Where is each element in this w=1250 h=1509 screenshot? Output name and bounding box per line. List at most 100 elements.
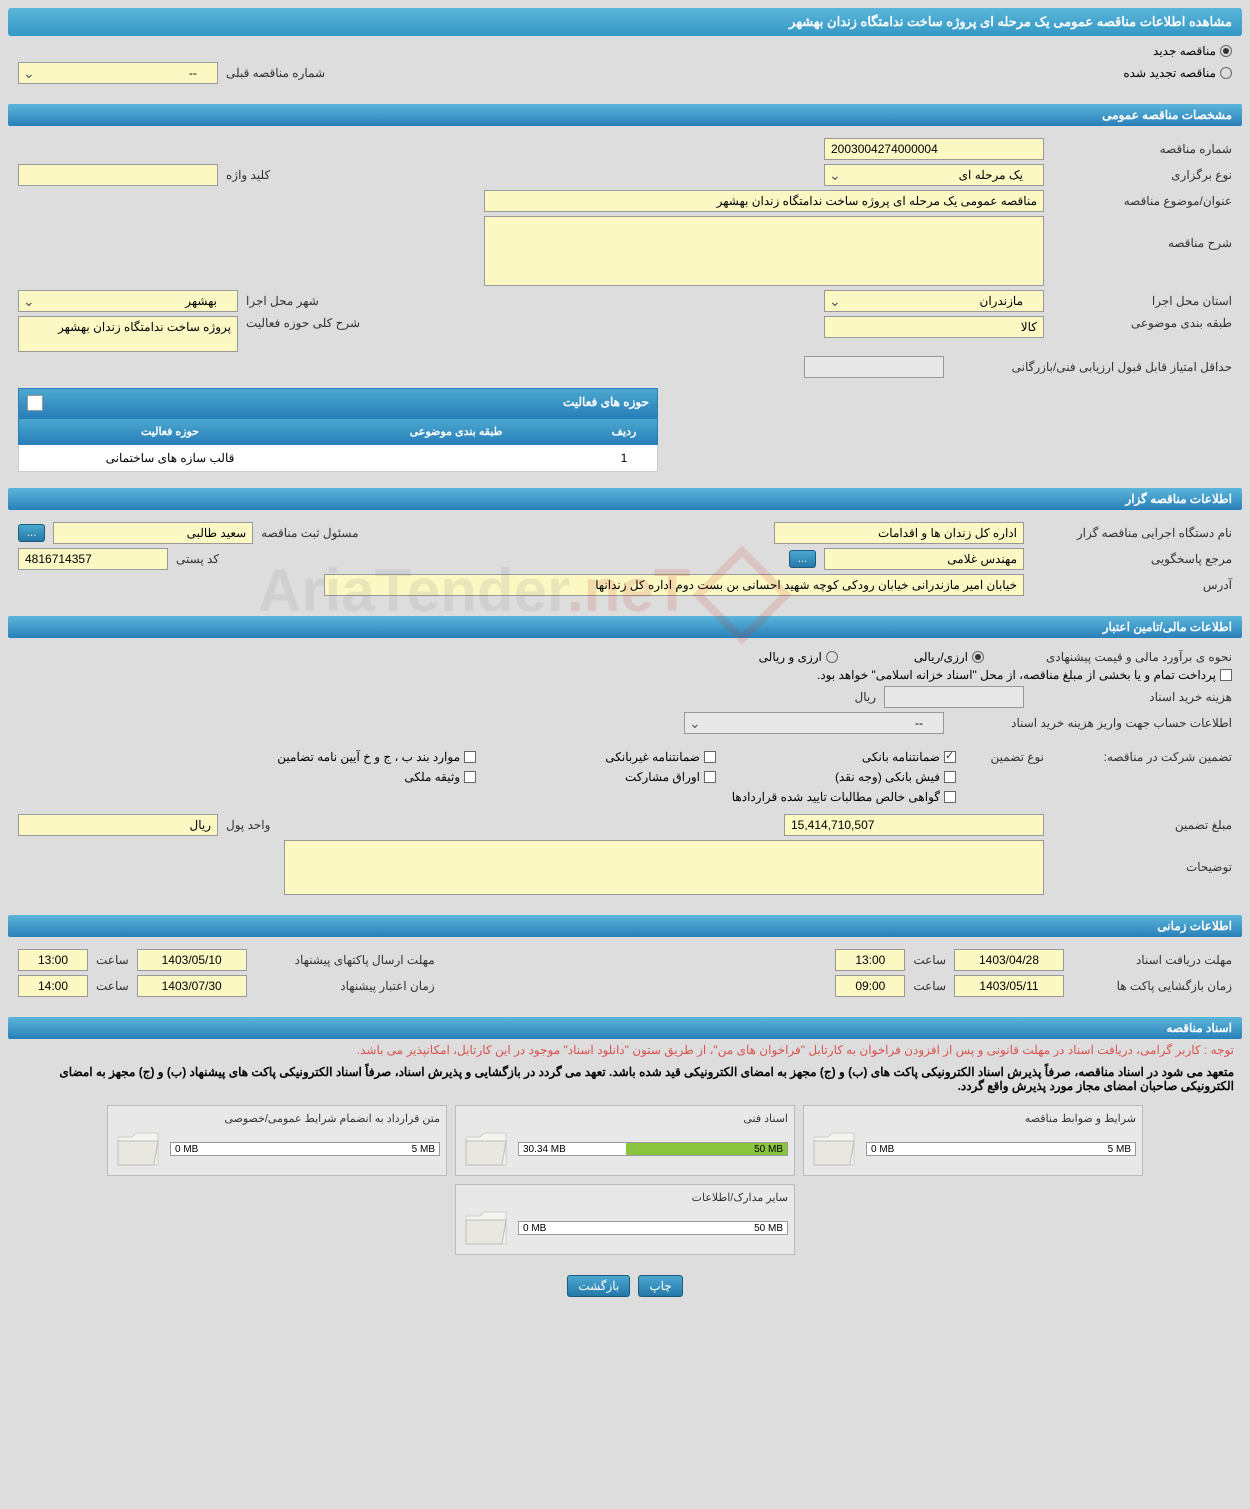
type-label: نوع برگزاری	[1052, 168, 1232, 182]
time-label-1: ساعت	[913, 953, 946, 967]
chk-bank-guarantee[interactable]: ضمانتنامه بانکی	[756, 750, 956, 764]
keyword-field[interactable]	[18, 164, 218, 186]
progress-bar: 0 MB50 MB	[518, 1221, 788, 1235]
postal-field[interactable]: 4816714357	[18, 548, 168, 570]
province-label: استان محل اجرا	[1052, 294, 1232, 308]
validity-date[interactable]: 1403/07/30	[137, 975, 247, 997]
row-category	[313, 451, 599, 465]
chk-bonds[interactable]: اوراق مشارکت	[516, 770, 716, 784]
exec-field[interactable]: اداره کل زندان ها و اقدامات	[774, 522, 1024, 544]
col-row: ردیف	[599, 425, 649, 438]
province-select[interactable]: مازندران	[824, 290, 1044, 312]
progress-used: 0 MB	[523, 1223, 546, 1234]
radio-new-tender[interactable]: مناقصه جدید	[1153, 44, 1232, 58]
chk-bylaw[interactable]: موارد بند ب ، ج و خ آیین نامه تضامین	[277, 750, 476, 764]
progress-bar: 0 MB 5 MB	[170, 1142, 440, 1156]
submit-deadline-time[interactable]: 13:00	[18, 949, 88, 971]
submit-deadline-label: مهلت ارسال پاکتهای پیشنهاد	[255, 953, 435, 967]
progress-bar: 0 MB5 MB	[866, 1142, 1136, 1156]
reg-person-more-button[interactable]: ...	[18, 524, 45, 542]
description-label: شرح مناقصه	[1052, 216, 1232, 250]
min-score-field[interactable]	[804, 356, 944, 378]
currency-unit-field[interactable]: ریال	[18, 814, 218, 836]
checkbox-icon	[704, 771, 716, 783]
radio-foreign[interactable]: ارزی و ریالی	[759, 650, 838, 664]
submit-deadline-date[interactable]: 1403/05/10	[137, 949, 247, 971]
progress-bar: 30.34 MB50 MB	[518, 1142, 788, 1156]
opening-time[interactable]: 09:00	[835, 975, 905, 997]
checkbox-icon	[1220, 669, 1232, 681]
receive-deadline-date[interactable]: 1403/04/28	[954, 949, 1064, 971]
radio-renewed-label: مناقصه تجدید شده	[1123, 66, 1216, 80]
activity-desc-field[interactable]: پروژه ساخت ندامتگاه زندان بهشهر	[18, 316, 238, 352]
doc-title: متن قرارداد به انضمام شرایط عمومی/خصوصی	[114, 1112, 440, 1125]
radio-circle-icon	[826, 651, 838, 663]
checkbox-icon	[464, 771, 476, 783]
row-activity: قالب سازه های ساختمانی	[27, 451, 313, 465]
notice-red: توجه : کاربر گرامی، دریافت اسناد در مهلت…	[8, 1039, 1242, 1061]
checkbox-icon	[944, 771, 956, 783]
opening-label: زمان بازگشایی پاکت ها	[1072, 979, 1232, 993]
doc-cost-unit: ریال	[854, 690, 876, 704]
responder-field[interactable]: مهندس غلامی	[824, 548, 1024, 570]
back-button[interactable]: بازگشت	[567, 1275, 630, 1297]
checkbox-icon	[464, 751, 476, 763]
progress-used: 0 MB	[871, 1144, 894, 1155]
chk-nonbank-guarantee[interactable]: ضمانتنامه غیربانکی	[516, 750, 716, 764]
chk-contract-cert[interactable]: گواهی خالص مطالبات تایید شده قراردادها	[732, 790, 956, 804]
doc-box[interactable]: شرایط و ضوابط مناقصه 0 MB5 MB	[803, 1105, 1143, 1176]
chk-bank-receipt[interactable]: فیش بانکی (وجه نقد)	[756, 770, 956, 784]
city-select[interactable]: بهشهر	[18, 290, 238, 312]
responder-more-button[interactable]: ...	[789, 550, 816, 568]
exec-label: نام دستگاه اجرایی مناقصه گزار	[1032, 526, 1232, 540]
notes-field[interactable]	[284, 840, 1044, 895]
folder-icon	[462, 1208, 510, 1248]
collapse-icon[interactable]: ▲	[27, 395, 43, 411]
prev-number-label: شماره مناقصه قبلی	[226, 66, 325, 80]
description-field[interactable]	[484, 216, 1044, 286]
subject-field[interactable]: مناقصه عمومی یک مرحله ای پروژه ساخت ندام…	[484, 190, 1044, 212]
time-label-4: ساعت	[96, 979, 129, 993]
progress-total: 5 MB	[412, 1144, 435, 1155]
section-documents-header: اسناد مناقصه	[8, 1017, 1242, 1039]
tender-number-field[interactable]: 2003004274000004	[824, 138, 1044, 160]
activity-table-cols: ردیف طبقه بندی موضوعی حوزه فعالیت	[18, 418, 658, 445]
progress-used: 30.34 MB	[523, 1144, 566, 1155]
receive-deadline-time[interactable]: 13:00	[835, 949, 905, 971]
progress-used: 0 MB	[175, 1144, 198, 1155]
keyword-label: کلید واژه	[226, 168, 270, 182]
reg-person-label: مسئول ثبت مناقصه	[261, 526, 358, 540]
print-button[interactable]: چاپ	[638, 1275, 682, 1297]
account-select[interactable]: --	[684, 712, 944, 734]
radio-rial[interactable]: ارزی/ریالی	[914, 650, 984, 664]
doc-title: شرایط و ضوابط مناقصه	[810, 1112, 1136, 1125]
subject-label: عنوان/موضوع مناقصه	[1052, 194, 1232, 208]
receive-deadline-label: مهلت دریافت اسناد	[1072, 953, 1232, 967]
doc-box[interactable]: متن قرارداد به انضمام شرایط عمومی/خصوصی 0…	[107, 1105, 447, 1176]
address-field[interactable]: خیابان امیر مازندرانی خیابان رودکی کوچه …	[324, 574, 1024, 596]
estimate-label: نحوه ی برآورد مالی و قیمت پیشنهادی	[992, 650, 1232, 664]
reg-person-field[interactable]: سعید طالبی	[53, 522, 253, 544]
treasury-checkbox[interactable]: پرداخت تمام و یا بخشی از مبلغ مناقصه، از…	[817, 668, 1232, 682]
guarantee-label: تضمین شرکت در مناقصه:	[1052, 750, 1232, 764]
validity-time[interactable]: 14:00	[18, 975, 88, 997]
activity-desc-label: شرح کلی حوزه فعالیت	[246, 316, 360, 330]
notes-label: توضیحات	[1052, 840, 1232, 874]
radio-renewed-tender[interactable]: مناقصه تجدید شده	[1123, 66, 1232, 80]
doc-cost-field[interactable]	[884, 686, 1024, 708]
doc-box[interactable]: سایر مدارک/اطلاعات0 MB50 MB	[455, 1184, 795, 1255]
radio-new-label: مناقصه جدید	[1153, 44, 1216, 58]
postal-label: کد پستی	[176, 552, 219, 566]
chk-property[interactable]: وثیقه ملکی	[404, 770, 476, 784]
guarantee-amount-field[interactable]: 15,414,710,507	[784, 814, 1044, 836]
category-field[interactable]: کالا	[824, 316, 1044, 338]
folder-icon	[810, 1129, 858, 1169]
doc-box[interactable]: اسناد فنی30.34 MB50 MB	[455, 1105, 795, 1176]
opening-date[interactable]: 1403/05/11	[954, 975, 1064, 997]
activity-table-title: حوزه های فعالیت	[43, 395, 649, 411]
prev-number-select[interactable]: --	[18, 62, 218, 84]
section-financial-header: اطلاعات مالی/تامین اعتبار	[8, 616, 1242, 638]
address-label: آدرس	[1032, 578, 1232, 592]
type-select[interactable]: یک مرحله ای	[824, 164, 1044, 186]
section-timing-header: اطلاعات زمانی	[8, 915, 1242, 937]
